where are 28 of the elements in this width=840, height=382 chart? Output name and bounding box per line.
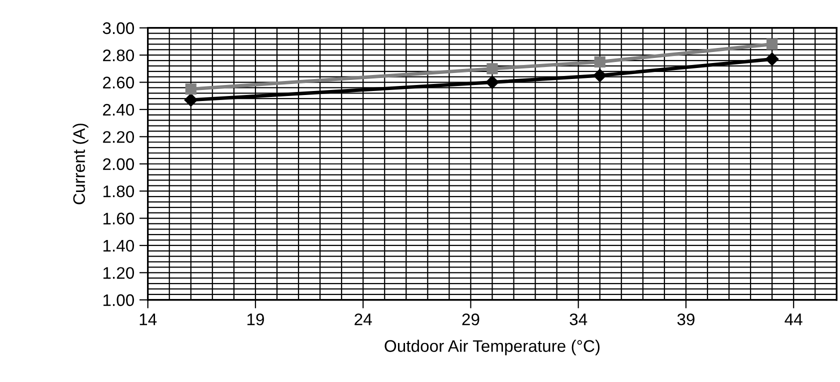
y-axis-title: Current (A) [72, 124, 88, 204]
point [486, 76, 499, 89]
x-tick-label: 34 [570, 314, 588, 326]
y-tick-label: 2.00 [103, 158, 134, 170]
x-tick-label: 44 [784, 314, 802, 326]
point [486, 63, 498, 74]
point [185, 84, 196, 95]
y-tick-label: 2.20 [103, 131, 134, 143]
x-tick-label: 24 [354, 314, 372, 326]
point [765, 52, 779, 66]
point [594, 56, 606, 68]
point [184, 93, 198, 107]
y-tick-label: 2.60 [103, 76, 134, 88]
x-tick-label: 14 [140, 314, 157, 326]
point [766, 38, 778, 50]
y-tick-label: 2.80 [103, 49, 134, 62]
point [593, 68, 606, 82]
y-tick-label: 1.60 [103, 212, 134, 224]
y-tick-label: 1.20 [103, 267, 134, 279]
y-tick-label: 1.80 [103, 185, 134, 198]
x-tick-label: 19 [247, 314, 264, 326]
y-tick-label: 1.00 [103, 294, 134, 306]
y-tick-label: 2.40 [103, 104, 134, 116]
x-tick-label: 39 [677, 314, 694, 326]
x-axis-title: Outdoor Air Temperature (°C) [384, 340, 600, 356]
y-tick-label: 3.00 [102, 22, 134, 34]
x-tick-label: 29 [462, 314, 480, 326]
y-tick-label: 1.40 [103, 240, 134, 252]
